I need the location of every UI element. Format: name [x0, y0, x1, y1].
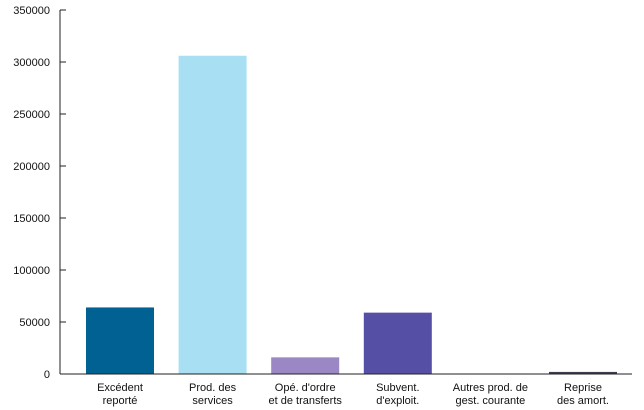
x-axis-labels: Excédent reporté Prod. des services Opé. d'o…	[97, 382, 609, 407]
x-category-label: Prod. des services	[189, 382, 237, 407]
y-tick-label: 250000	[13, 109, 50, 121]
bar	[549, 371, 617, 374]
y-axis-ticks: 0 50000 100000 150000 200000 250000 300000 3500…	[13, 5, 66, 381]
x-category-label-line: Subvent.	[376, 382, 419, 394]
x-category-label-line: Excédent	[97, 382, 143, 394]
y-tick-label: 50000	[19, 317, 50, 329]
x-category-label: Autres prod. de gest. courante	[453, 382, 528, 407]
bar	[271, 357, 340, 374]
x-category-label: Subvent. d'exploit.	[376, 382, 419, 407]
x-category-label: Reprise des amort.	[557, 382, 609, 407]
x-category-label-line: et de transferts	[269, 395, 343, 407]
x-category-label-line: reporté	[103, 395, 138, 407]
bars	[86, 55, 617, 375]
y-tick-label: 200000	[13, 161, 50, 173]
y-tick-label: 150000	[13, 213, 50, 225]
y-tick-label: 300000	[13, 57, 50, 69]
bar	[178, 55, 247, 374]
x-category-label: Excédent reporté	[97, 382, 143, 407]
x-category-label-line: Autres prod. de	[453, 382, 528, 394]
y-tick-label: 0	[44, 369, 50, 381]
x-category-label-line: des amort.	[557, 395, 609, 407]
bar	[363, 312, 432, 374]
x-category-label-line: d'exploit.	[376, 395, 419, 407]
x-category-label-line: Reprise	[564, 382, 602, 394]
x-category-label-line: gest. courante	[456, 395, 526, 407]
x-category-label: Opé. d'ordre et de transferts	[269, 382, 343, 407]
x-category-label-line: services	[192, 395, 233, 407]
y-tick-label: 350000	[13, 5, 50, 17]
y-tick-label: 100000	[13, 265, 50, 277]
x-category-label-line: Opé. d'ordre	[275, 382, 336, 394]
x-category-label-line: Prod. des	[189, 382, 237, 394]
bar	[86, 307, 154, 374]
